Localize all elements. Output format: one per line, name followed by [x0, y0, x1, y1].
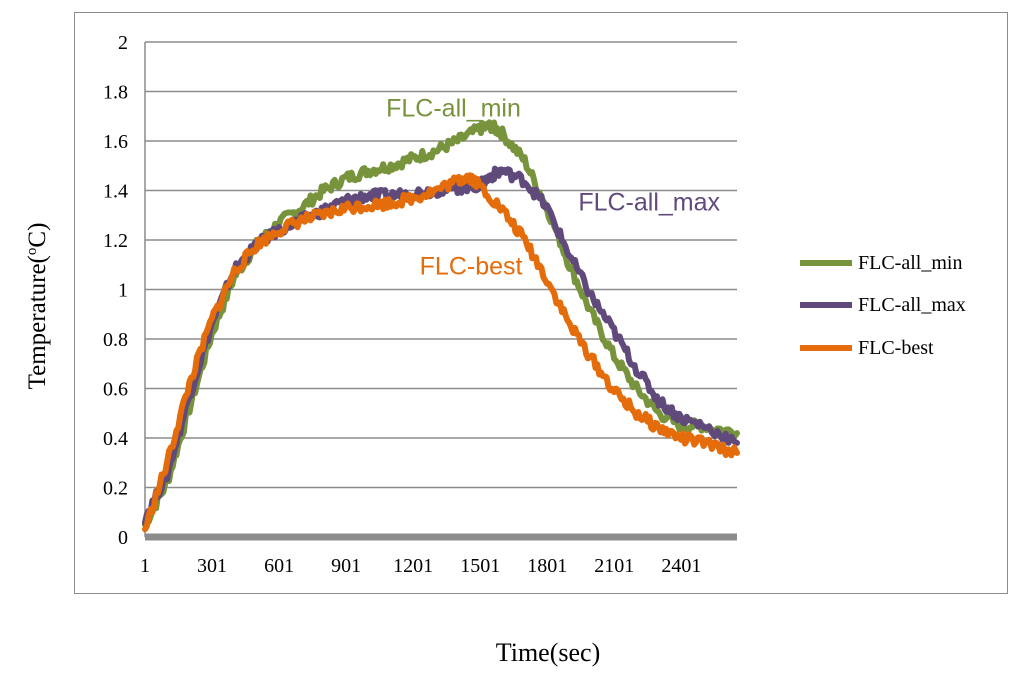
- legend-item-flc-best: FLC-best: [800, 333, 1020, 363]
- series-line-flc-all-max: [142, 165, 740, 526]
- legend-item-flc-all-min: FLC-all_min: [800, 248, 1020, 278]
- y-tick-label: 1.8: [103, 82, 128, 104]
- series-annotation: FLC-best: [420, 253, 523, 281]
- legend-swatch-icon: [800, 260, 852, 266]
- series-annotation: FLC-all_max: [578, 188, 720, 216]
- y-tick-label: 0.4: [103, 428, 128, 450]
- x-tick-label: 2101: [594, 555, 634, 577]
- legend-swatch-icon: [800, 302, 852, 308]
- chart-frame: [74, 12, 1008, 594]
- series-line-flc-best: [142, 172, 740, 533]
- y-tick-label: 0: [118, 527, 128, 549]
- series-annotation: FLC-all_min: [386, 94, 521, 122]
- y-tick-label: 0.8: [103, 329, 128, 351]
- legend-swatch-icon: [800, 345, 852, 351]
- legend-label: FLC-all_max: [858, 293, 966, 316]
- legend-label: FLC-all_min: [858, 251, 963, 274]
- y-tick-label: 1.4: [103, 181, 128, 203]
- x-tick-label: 301: [197, 555, 227, 577]
- legend-label: FLC-best: [858, 336, 934, 359]
- x-tick-label: 901: [331, 555, 361, 577]
- x-tick-label: 601: [264, 555, 294, 577]
- y-tick-label: 0.6: [103, 379, 128, 401]
- x-axis-label: Time(sec): [495, 638, 601, 667]
- legend-item-flc-all-max: FLC-all_max: [800, 290, 1020, 320]
- y-tick-label: 0.2: [103, 478, 128, 500]
- y-tick-label: 2: [118, 32, 128, 54]
- y-tick-label: 1.2: [103, 230, 128, 252]
- x-tick-label: 2401: [661, 555, 701, 577]
- x-tick-label: 1201: [393, 555, 433, 577]
- x-tick-label: 1: [140, 555, 150, 577]
- y-tick-label: 1: [118, 280, 128, 302]
- y-axis-label: Temperature(oC): [23, 222, 52, 390]
- x-tick-label: 1501: [460, 555, 500, 577]
- y-tick-label: 1.6: [103, 131, 128, 153]
- x-tick-label: 1801: [527, 555, 567, 577]
